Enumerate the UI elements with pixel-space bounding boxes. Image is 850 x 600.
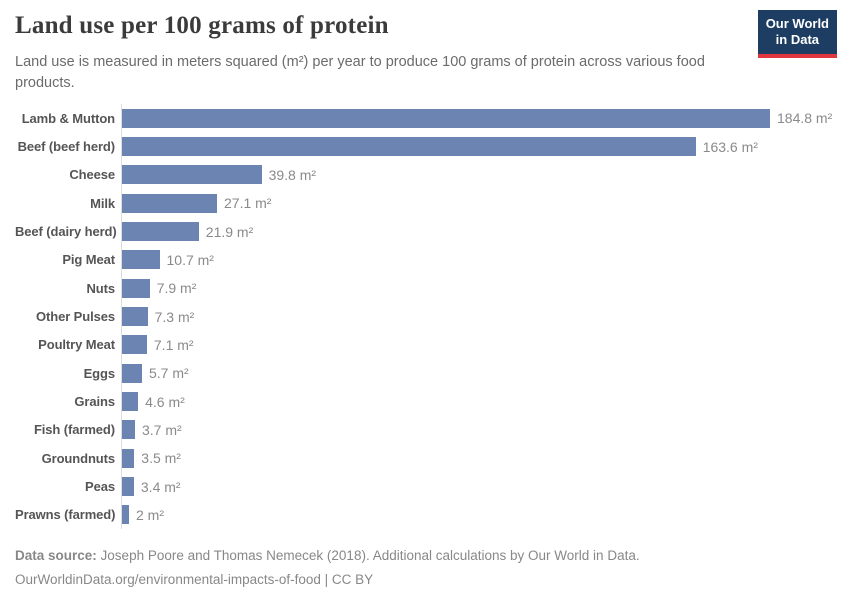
footer-link[interactable]: OurWorldinData.org/environmental-impacts… [15, 572, 374, 587]
bar-area: 39.8 m² [121, 160, 835, 190]
category-label: Cheese [69, 167, 115, 183]
chart-subtitle: Land use is measured in meters squared (… [15, 54, 705, 92]
category-label: Milk [90, 195, 115, 211]
chart-row: Eggs 5.7 m² [15, 359, 835, 388]
chart-row: Beef (beef herd) 163.6 m² [15, 132, 835, 161]
bar[interactable] [122, 193, 217, 213]
value-label: 4.6 m² [145, 393, 185, 410]
value-label: 7.9 m² [156, 280, 197, 297]
value-label: 7.1 m² [153, 336, 194, 353]
value-label: 7.3 m² [154, 308, 195, 325]
category-label: Beef (dairy herd) [15, 224, 117, 240]
chart-row: Prawns (farmed) 2 m² [15, 500, 835, 530]
chart-row: Grains 4.6 m² [15, 387, 835, 416]
page-title: Land use per 100 grams of protein [15, 12, 389, 39]
bar-area: 10.7 m² [121, 245, 835, 275]
chart-row: Fish (farmed) 3.7 m² [15, 415, 835, 445]
bar-area: 4.6 m² [121, 387, 835, 416]
bar-area: 27.1 m² [121, 189, 835, 218]
chart-row: Other Pulses 7.3 m² [15, 302, 835, 331]
chart-row: Pig Meat 10.7 m² [15, 245, 835, 275]
value-label: 3.4 m² [140, 478, 181, 495]
bar-area: 3.4 m² [121, 472, 835, 501]
bar-area: 21.9 m² [121, 217, 835, 246]
category-label: Poultry Meat [38, 337, 115, 353]
bar-area: 7.9 m² [121, 274, 835, 303]
chart-row: Beef (dairy herd) 21.9 m² [15, 217, 835, 246]
chart-footer: Data source: Joseph Poore and Thomas Nem… [15, 544, 640, 592]
category-label: Prawns (farmed) [15, 507, 116, 523]
data-source-line: Data source: Joseph Poore and Thomas Nem… [15, 544, 640, 568]
bar-area: 7.3 m² [121, 302, 835, 331]
category-label: Pig Meat [62, 252, 115, 268]
bar-area: 163.6 m² [121, 132, 835, 161]
category-label: Other Pulses [36, 309, 115, 325]
value-label: 184.8 m² [777, 110, 833, 127]
bar[interactable] [122, 250, 160, 270]
bar[interactable] [122, 363, 142, 383]
bar[interactable] [122, 335, 147, 355]
data-source-label: Data source: [15, 548, 97, 563]
value-label: 27.1 m² [224, 195, 272, 212]
bar[interactable] [122, 477, 134, 497]
category-label: Eggs [83, 365, 115, 381]
bar[interactable] [122, 137, 696, 157]
owid-logo[interactable]: Our World in Data [757, 10, 837, 58]
bar-area: 2 m² [121, 500, 835, 530]
bar-area: 3.5 m² [121, 444, 835, 473]
bar[interactable] [122, 392, 139, 412]
bar[interactable] [122, 278, 150, 298]
bar-area: 7.1 m² [121, 330, 835, 360]
value-label: 163.6 m² [702, 138, 758, 155]
bar[interactable] [122, 420, 135, 440]
category-label: Lamb & Mutton [21, 110, 115, 126]
bar-area: 3.7 m² [121, 415, 835, 445]
bar-chart: Lamb & Mutton 184.8 m² Beef (beef herd) 163… [15, 104, 835, 530]
bar[interactable] [122, 108, 770, 128]
chart-row: Milk 27.1 m² [15, 189, 835, 218]
bar[interactable] [122, 165, 262, 185]
bar[interactable] [122, 505, 129, 525]
value-label: 3.7 m² [142, 421, 182, 438]
category-label: Beef (beef herd) [17, 139, 115, 155]
category-label: Nuts [86, 280, 116, 296]
chart-row: Peas 3.4 m² [15, 472, 835, 501]
bar[interactable] [122, 222, 199, 242]
data-source-text: Joseph Poore and Thomas Nemecek (2018). … [100, 548, 640, 563]
category-label: Groundnuts [41, 450, 115, 466]
chart-row: Groundnuts 3.5 m² [15, 444, 835, 473]
chart-rows: Lamb & Mutton 184.8 m² Beef (beef herd) 163… [15, 104, 835, 530]
bar[interactable] [122, 448, 135, 468]
value-label: 21.9 m² [205, 223, 254, 240]
category-label: Peas [85, 479, 115, 495]
chart-row: Lamb & Mutton 184.8 m² [15, 104, 835, 133]
value-label: 3.5 m² [141, 450, 181, 467]
bar-area: 184.8 m² [121, 104, 835, 133]
bar[interactable] [122, 307, 148, 327]
value-label: 5.7 m² [149, 365, 189, 382]
chart-row: Cheese 39.8 m² [15, 160, 835, 190]
chart-row: Nuts 7.9 m² [15, 274, 835, 303]
category-label: Fish (farmed) [33, 422, 115, 438]
chart-row: Poultry Meat 7.1 m² [15, 330, 835, 360]
category-label: Grains [74, 394, 115, 410]
owid-logo-line2: in Data [775, 32, 820, 48]
value-label: 39.8 m² [268, 166, 317, 183]
bar-area: 5.7 m² [121, 359, 835, 388]
owid-logo-line1: Our World [765, 16, 829, 31]
value-label: 10.7 m² [166, 251, 214, 268]
value-label: 2 m² [136, 506, 164, 523]
